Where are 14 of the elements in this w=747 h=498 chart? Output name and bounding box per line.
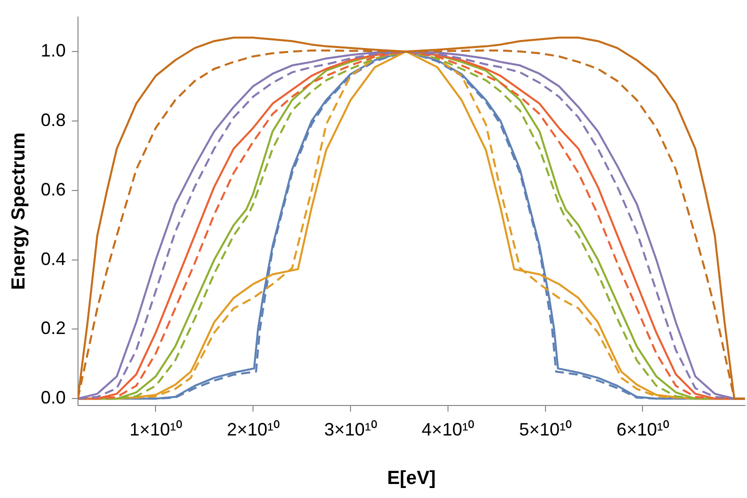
x-tick-label: 1×10¹⁰ — [129, 419, 182, 440]
y-tick-label: 0.4 — [40, 248, 66, 269]
y-tick-label: 0.8 — [40, 110, 66, 130]
y-axis-title: Energy Spectrum — [8, 132, 30, 290]
x-tick-label: 5×10¹⁰ — [519, 419, 572, 440]
y-tick-label: 0.0 — [40, 388, 66, 408]
y-tick-label: 0.2 — [40, 318, 66, 338]
x-tick-label: 2×10¹⁰ — [226, 419, 280, 440]
x-axis-title: E[eV] — [387, 468, 436, 489]
y-tick-label: 1.0 — [40, 40, 66, 60]
x-tick-label: 4×10¹⁰ — [422, 419, 474, 440]
y-tick-label: 0.6 — [40, 179, 66, 200]
x-tick-label: 6×10¹⁰ — [616, 419, 670, 440]
x-tick-label: 3×10¹⁰ — [324, 419, 377, 440]
